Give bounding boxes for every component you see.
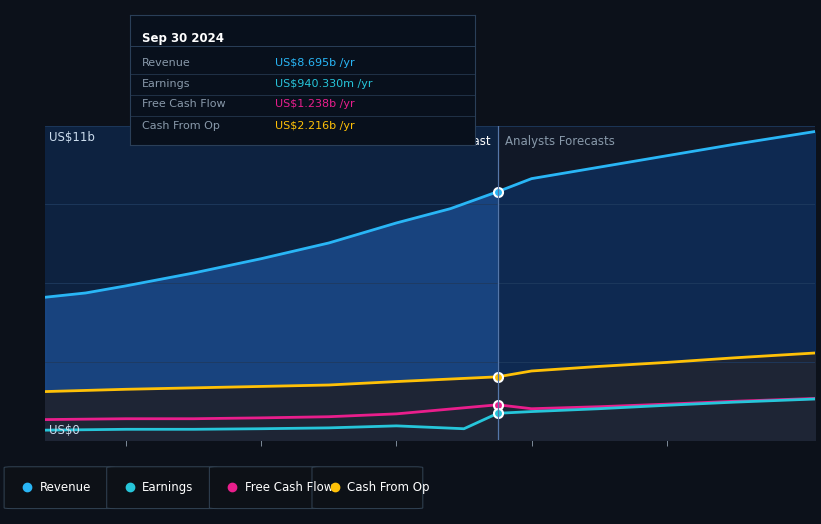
Text: Cash From Op: Cash From Op [142, 122, 220, 132]
Text: Cash From Op: Cash From Op [347, 481, 429, 494]
Text: Analysts Forecasts: Analysts Forecasts [505, 135, 614, 148]
Text: Revenue: Revenue [142, 58, 190, 68]
Text: Free Cash Flow: Free Cash Flow [245, 481, 333, 494]
Text: US$11b: US$11b [49, 132, 95, 145]
Bar [498, 126, 815, 440]
Text: Revenue: Revenue [39, 481, 91, 494]
Text: Free Cash Flow: Free Cash Flow [142, 100, 226, 110]
Text: US$1.238b /yr: US$1.238b /yr [274, 100, 354, 110]
Text: US$0: US$0 [49, 424, 80, 436]
Text: Sep 30 2024: Sep 30 2024 [142, 31, 224, 45]
FancyBboxPatch shape [209, 467, 320, 509]
FancyBboxPatch shape [4, 467, 115, 509]
Text: US$8.695b /yr: US$8.695b /yr [274, 58, 354, 68]
Text: US$2.216b /yr: US$2.216b /yr [274, 122, 354, 132]
FancyBboxPatch shape [107, 467, 218, 509]
Text: Past: Past [466, 135, 491, 148]
Text: Earnings: Earnings [142, 79, 190, 89]
Text: US$940.330m /yr: US$940.330m /yr [274, 79, 372, 89]
FancyBboxPatch shape [312, 467, 423, 509]
Bar [45, 126, 498, 440]
Text: Earnings: Earnings [142, 481, 194, 494]
